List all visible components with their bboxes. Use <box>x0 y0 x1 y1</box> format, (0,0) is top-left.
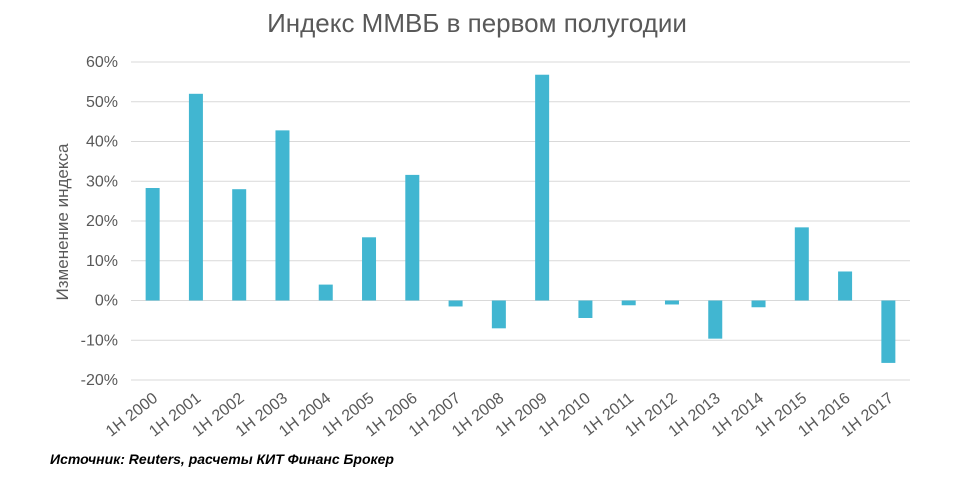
bar <box>405 174 420 301</box>
bar <box>838 271 853 301</box>
y-tick-labels: -20% -10% 0% 10% 20% 30% 40% 50% 60% <box>81 54 118 389</box>
bar <box>318 284 333 301</box>
bar <box>578 300 593 318</box>
y-tick-label: 10% <box>86 253 118 270</box>
source-note: Источник: Reuters, расчеты КИТ Финанс Бр… <box>50 451 394 467</box>
bar <box>708 300 723 339</box>
bar <box>232 189 247 301</box>
y-tick-label: -20% <box>81 372 118 389</box>
bar <box>448 300 463 307</box>
y-tick-label: 50% <box>86 94 118 111</box>
y-tick-label: 30% <box>86 173 118 190</box>
bar <box>275 130 290 301</box>
y-tick-label: 60% <box>86 54 118 71</box>
bar <box>188 93 203 301</box>
y-axis-label: Изменение индекса <box>53 143 72 300</box>
bar <box>145 188 160 301</box>
chart-title: Индекс ММВБ в первом полугодии <box>267 8 687 38</box>
bar <box>491 300 506 329</box>
gridlines <box>131 61 910 381</box>
bar <box>664 300 679 305</box>
y-tick-label: 0% <box>95 293 118 310</box>
bar <box>362 237 377 301</box>
bar <box>751 300 766 308</box>
bar <box>794 227 809 301</box>
bar <box>881 300 896 363</box>
y-tick-label: -10% <box>81 332 118 349</box>
bars <box>145 74 896 363</box>
bar <box>535 74 550 301</box>
y-tick-label: 20% <box>86 213 118 230</box>
y-tick-label: 40% <box>86 134 118 151</box>
bar <box>621 300 636 306</box>
